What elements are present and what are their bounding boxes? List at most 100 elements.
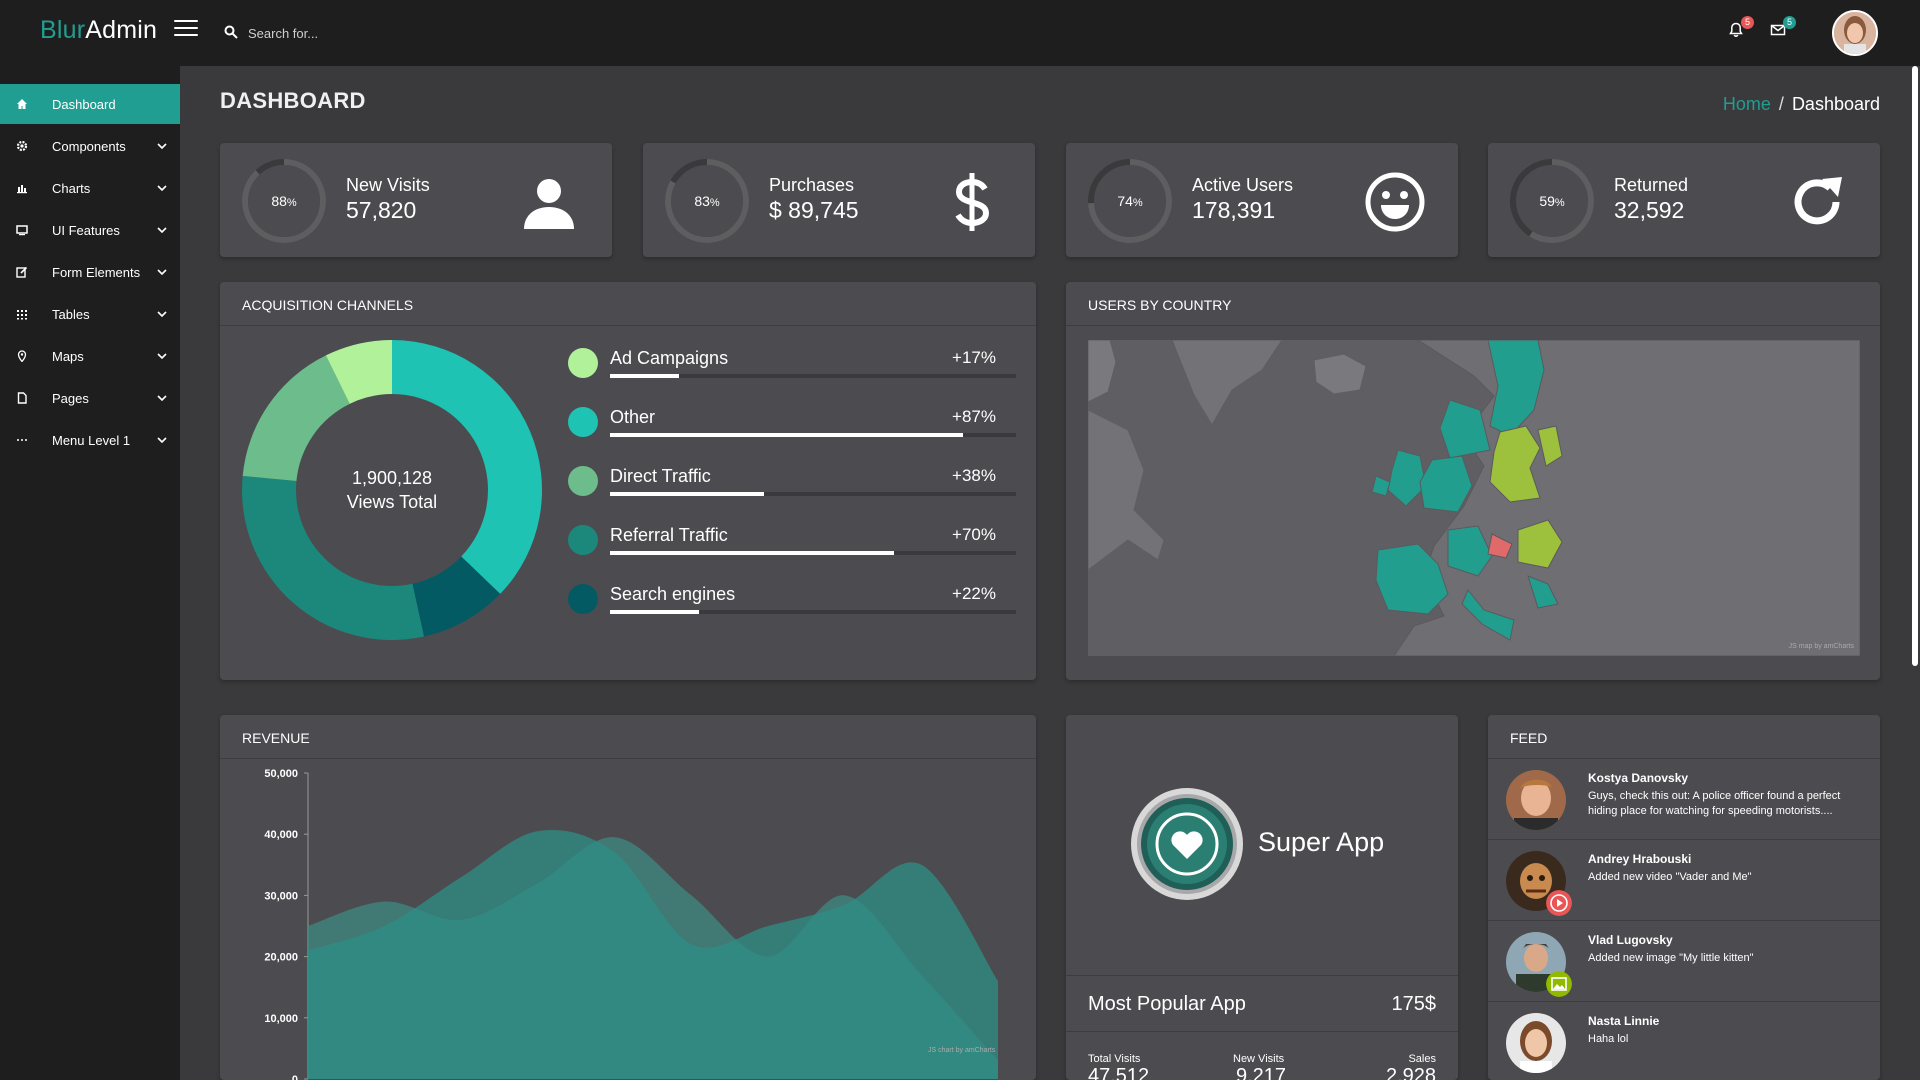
user-avatar[interactable] xyxy=(1832,10,1878,56)
progress-ring xyxy=(242,159,326,243)
search-icon xyxy=(224,25,238,39)
app-logo[interactable]: BlurAdmin xyxy=(40,16,158,44)
y-tick-label: 10,000 xyxy=(264,1013,298,1025)
feed-item[interactable]: Nasta Linnie Haha lol xyxy=(1488,1002,1880,1080)
channel-row-referral-traffic: Referral Traffic +70% xyxy=(566,519,1016,559)
y-tick-label: 50,000 xyxy=(264,768,298,780)
revenue-panel: REVENUE 0 10,000 20,000 30,000 40,000 50,000 … xyxy=(220,715,1036,1080)
page-title: DASHBOARD xyxy=(220,88,366,113)
bell-icon xyxy=(1729,22,1743,37)
revenue-area-series xyxy=(308,829,998,1079)
acquisition-donut-chart xyxy=(242,340,542,640)
channel-row-direct-traffic: Direct Traffic +38% xyxy=(566,460,1016,500)
channel-row-other: Other +87% xyxy=(566,401,1016,441)
stat-card-active-users: 74% Active Users 178,391 xyxy=(1066,143,1458,257)
chevron-down-icon xyxy=(157,395,167,402)
revenue-area-chart: 0 10,000 20,000 30,000 40,000 50,000 xyxy=(264,768,998,1080)
chevron-down-icon xyxy=(157,269,167,276)
feed-item[interactable]: Andrey Hrabouski Added new video "Vader … xyxy=(1488,840,1880,921)
panel-header: FEED xyxy=(1488,715,1880,759)
progress-ring xyxy=(1088,159,1172,243)
divider xyxy=(1066,1031,1458,1032)
person-icon xyxy=(524,179,574,229)
search-input[interactable] xyxy=(248,20,568,46)
app-heart-logo xyxy=(1131,788,1243,900)
sidebar-item-menu-level-1[interactable]: Menu Level 1 xyxy=(0,420,180,460)
y-tick-label: 40,000 xyxy=(264,829,298,841)
sidebar-item-components[interactable]: Components xyxy=(0,126,180,166)
refresh-icon xyxy=(1794,177,1842,225)
chevron-down-icon xyxy=(157,227,167,234)
grid-icon xyxy=(17,310,27,320)
sidebar-item-maps[interactable]: Maps xyxy=(0,336,180,376)
channel-progress-fill xyxy=(610,433,964,437)
panel-header: USERS BY COUNTRY xyxy=(1066,282,1880,326)
donut-center-label: 1,900,128 Views Total xyxy=(346,468,438,512)
feed-item[interactable]: Vlad Lugovsky Added new image "My little… xyxy=(1488,921,1880,1002)
stat-card-purchases: 83% Purchases $ 89,745 xyxy=(643,143,1035,257)
sidebar-item-dashboard[interactable]: Dashboard xyxy=(0,84,180,124)
menu-toggle-button[interactable] xyxy=(174,20,198,42)
y-tick-label: 20,000 xyxy=(264,952,298,964)
users-by-country-panel: USERS BY COUNTRY JS map by amCharts xyxy=(1066,282,1880,680)
channel-progress-fill xyxy=(610,551,895,555)
world-map[interactable]: JS map by amCharts xyxy=(1087,339,1861,657)
acquisition-channels-panel: ACQUISITION CHANNELS 1,900,128 Views Tota… xyxy=(220,282,1036,680)
stat-value: 178,391 xyxy=(1192,197,1276,223)
channel-color-dot xyxy=(568,466,598,496)
feed-item[interactable]: Kostya Danovsky Guys, check this out: A … xyxy=(1488,759,1880,840)
donut-slice xyxy=(242,355,350,481)
sidebar-item-form-elements[interactable]: Form Elements xyxy=(0,252,180,292)
stat-label: New Visits xyxy=(346,175,430,195)
scroll-thumb[interactable] xyxy=(1912,66,1918,666)
sidebar-item-pages[interactable]: Pages xyxy=(0,378,180,418)
map-pin-icon xyxy=(17,350,27,362)
channel-progress-track xyxy=(610,492,1016,496)
messages-button[interactable]: 5 xyxy=(1770,16,1796,40)
stat-card-returned: 59% Returned 32,592 xyxy=(1488,143,1880,257)
chevron-down-icon xyxy=(157,437,167,444)
map-land-shapes xyxy=(1087,339,1861,657)
panel-header: ACQUISITION CHANNELS xyxy=(220,282,1036,326)
sidebar-item-charts[interactable]: Charts xyxy=(0,168,180,208)
channel-row-ad-campaigns: Ad Campaigns +17% xyxy=(566,342,1016,382)
channel-row-search-engines: Search engines +22% xyxy=(566,578,1016,618)
app-stat-value: 47,512 xyxy=(1088,1065,1150,1080)
envelope-icon xyxy=(1770,24,1786,36)
smiley-icon xyxy=(1365,172,1425,232)
sidebar-item-tables[interactable]: Tables xyxy=(0,294,180,334)
notifications-button[interactable]: 5 xyxy=(1728,16,1754,40)
channel-progress-fill xyxy=(610,610,700,614)
channel-color-dot xyxy=(568,584,598,614)
notifications-badge: 5 xyxy=(1741,16,1754,29)
sidebar-item-ui-features[interactable]: UI Features xyxy=(0,210,180,250)
app-stat-label: New Visits xyxy=(1233,1053,1285,1065)
gear-icon xyxy=(16,140,28,152)
divider xyxy=(1066,975,1458,976)
channel-color-dot xyxy=(568,525,598,555)
channel-progress-fill xyxy=(610,492,765,496)
donut-slice xyxy=(242,475,424,640)
user-portrait-icon xyxy=(1834,12,1876,54)
image-icon xyxy=(1546,971,1572,997)
edit-icon xyxy=(16,266,28,278)
channel-color-dot xyxy=(568,348,598,378)
ellipsis-icon xyxy=(17,439,27,441)
bar-chart-icon xyxy=(17,185,27,194)
stat-percent: 59% xyxy=(1539,193,1565,209)
stat-value: 32,592 xyxy=(1614,197,1685,223)
channel-color-dot xyxy=(568,407,598,437)
stat-value: 57,820 xyxy=(346,197,417,223)
stat-percent: 83% xyxy=(694,193,720,209)
breadcrumb-home-link[interactable]: Home xyxy=(1722,94,1771,114)
page-scrollbar[interactable] xyxy=(1910,66,1920,1080)
app-stat-value: 9,217 xyxy=(1236,1065,1287,1080)
y-tick-label: 30,000 xyxy=(264,890,298,902)
app-stat-label: Sales xyxy=(1408,1053,1436,1065)
donut-slice xyxy=(392,340,542,594)
breadcrumb-separator: / xyxy=(1778,94,1784,114)
video-icon xyxy=(1546,890,1572,916)
breadcrumb-current: Dashboard xyxy=(1791,94,1880,114)
app-stat-value: 2,928 xyxy=(1385,1065,1436,1080)
channel-progress-track xyxy=(610,374,1016,378)
